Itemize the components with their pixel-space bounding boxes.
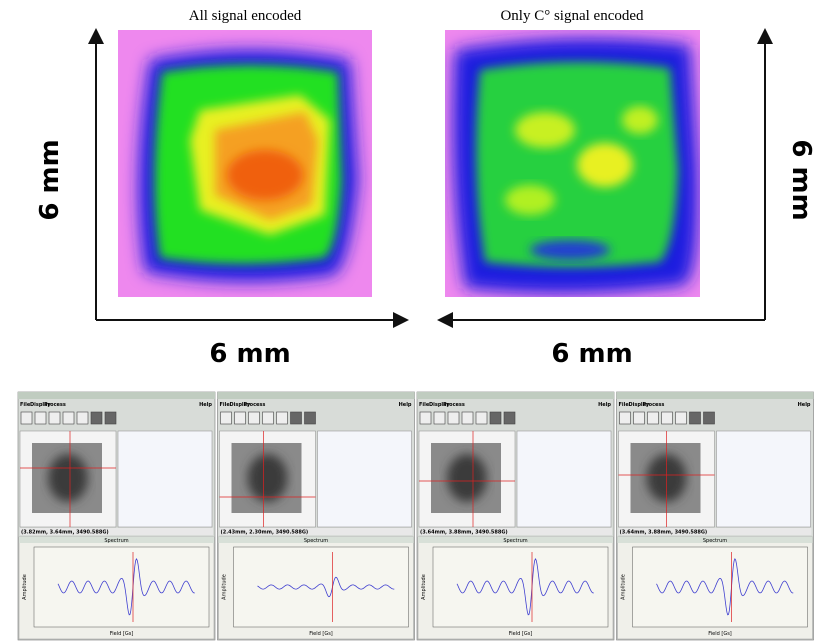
toolbar-button[interactable] [21, 412, 32, 424]
toolbar-button[interactable] [504, 412, 515, 424]
toolbar-button[interactable] [690, 412, 701, 424]
image-blob [248, 454, 288, 502]
x-axis-title: Field [Gs] [509, 631, 533, 637]
view-pane [717, 431, 811, 527]
spectrum-title: Spectrum [703, 538, 727, 544]
toolbar-button[interactable] [249, 412, 260, 424]
plot-area [433, 547, 608, 627]
title-bar [218, 392, 415, 399]
view-pane [517, 431, 611, 527]
toolbar-button[interactable] [476, 412, 487, 424]
status-text: (3.64mm, 3.88mm, 3490.588G) [420, 530, 508, 536]
toolbar-button[interactable] [277, 412, 288, 424]
image-blob [447, 454, 487, 502]
menu-item: Process [44, 402, 66, 408]
toolbar-button[interactable] [420, 412, 431, 424]
spectrum-title: Spectrum [304, 538, 328, 544]
toolbar-button[interactable] [63, 412, 74, 424]
toolbar-button[interactable] [662, 412, 673, 424]
toolbar-button[interactable] [490, 412, 501, 424]
y-label: 6 mm [35, 139, 65, 220]
toolbar-button[interactable] [620, 412, 631, 424]
y-axis-title: Amplitude [22, 574, 28, 600]
x-axis-title: Field [Gs] [309, 631, 333, 637]
y-axis-title: Amplitude [222, 574, 228, 600]
status-text: (3.64mm, 3.88mm, 3490.588G) [620, 530, 708, 536]
toolbar-button[interactable] [305, 412, 316, 424]
toolbar-button[interactable] [676, 412, 687, 424]
view-pane [118, 431, 212, 527]
toolbar-button[interactable] [648, 412, 659, 424]
toolbar-button[interactable] [35, 412, 46, 424]
toolbar-button[interactable] [105, 412, 116, 424]
image-blob [48, 454, 88, 502]
toolbar-button[interactable] [77, 412, 88, 424]
plot-area [34, 547, 209, 627]
toolbar-button[interactable] [263, 412, 274, 424]
status-text: (2.43mm, 2.30mm, 3490.588G) [221, 530, 309, 536]
menu-item: Process [244, 402, 266, 408]
x-axis-title: Field [Gs] [110, 631, 134, 637]
toolbar-button[interactable] [462, 412, 473, 424]
heatmap-all [118, 30, 372, 297]
view-pane [318, 431, 412, 527]
x-label: 6 mm [551, 339, 632, 369]
spectrum-title: Spectrum [503, 538, 527, 544]
status-text: (3.82mm, 3.64mm, 3490.588G) [21, 530, 109, 536]
toolbar-button[interactable] [634, 412, 645, 424]
y-axis-title: Amplitude [421, 574, 427, 600]
heatmap-c [445, 30, 700, 297]
menu-item: Process [443, 402, 465, 408]
y-label: 6 mm [786, 139, 816, 220]
menu-item: Process [643, 402, 665, 408]
map-title: Only C° signal encoded [500, 8, 644, 24]
toolbar-button[interactable] [235, 412, 246, 424]
toolbar-button[interactable] [434, 412, 445, 424]
x-axis-title: Field [Gs] [708, 631, 732, 637]
title-bar [417, 392, 614, 399]
plot-area [234, 547, 409, 627]
toolbar-button[interactable] [448, 412, 459, 424]
menu-item: Help [199, 402, 212, 408]
toolbar-button[interactable] [49, 412, 60, 424]
menu-item: Help [399, 402, 412, 408]
spectrum-title: Spectrum [104, 538, 128, 544]
plot-area [633, 547, 808, 627]
map-title: All signal encoded [189, 8, 302, 24]
title-bar [18, 392, 215, 399]
toolbar-button[interactable] [704, 412, 715, 424]
menu-item: Help [798, 402, 811, 408]
x-label: 6 mm [209, 339, 290, 369]
toolbar-button[interactable] [91, 412, 102, 424]
figure: All signal encoded Only C° signal encode… [0, 0, 817, 644]
menu-item: Help [598, 402, 611, 408]
y-axis-title: Amplitude [621, 574, 627, 600]
title-bar [617, 392, 814, 399]
toolbar-button[interactable] [221, 412, 232, 424]
toolbar-button[interactable] [291, 412, 302, 424]
